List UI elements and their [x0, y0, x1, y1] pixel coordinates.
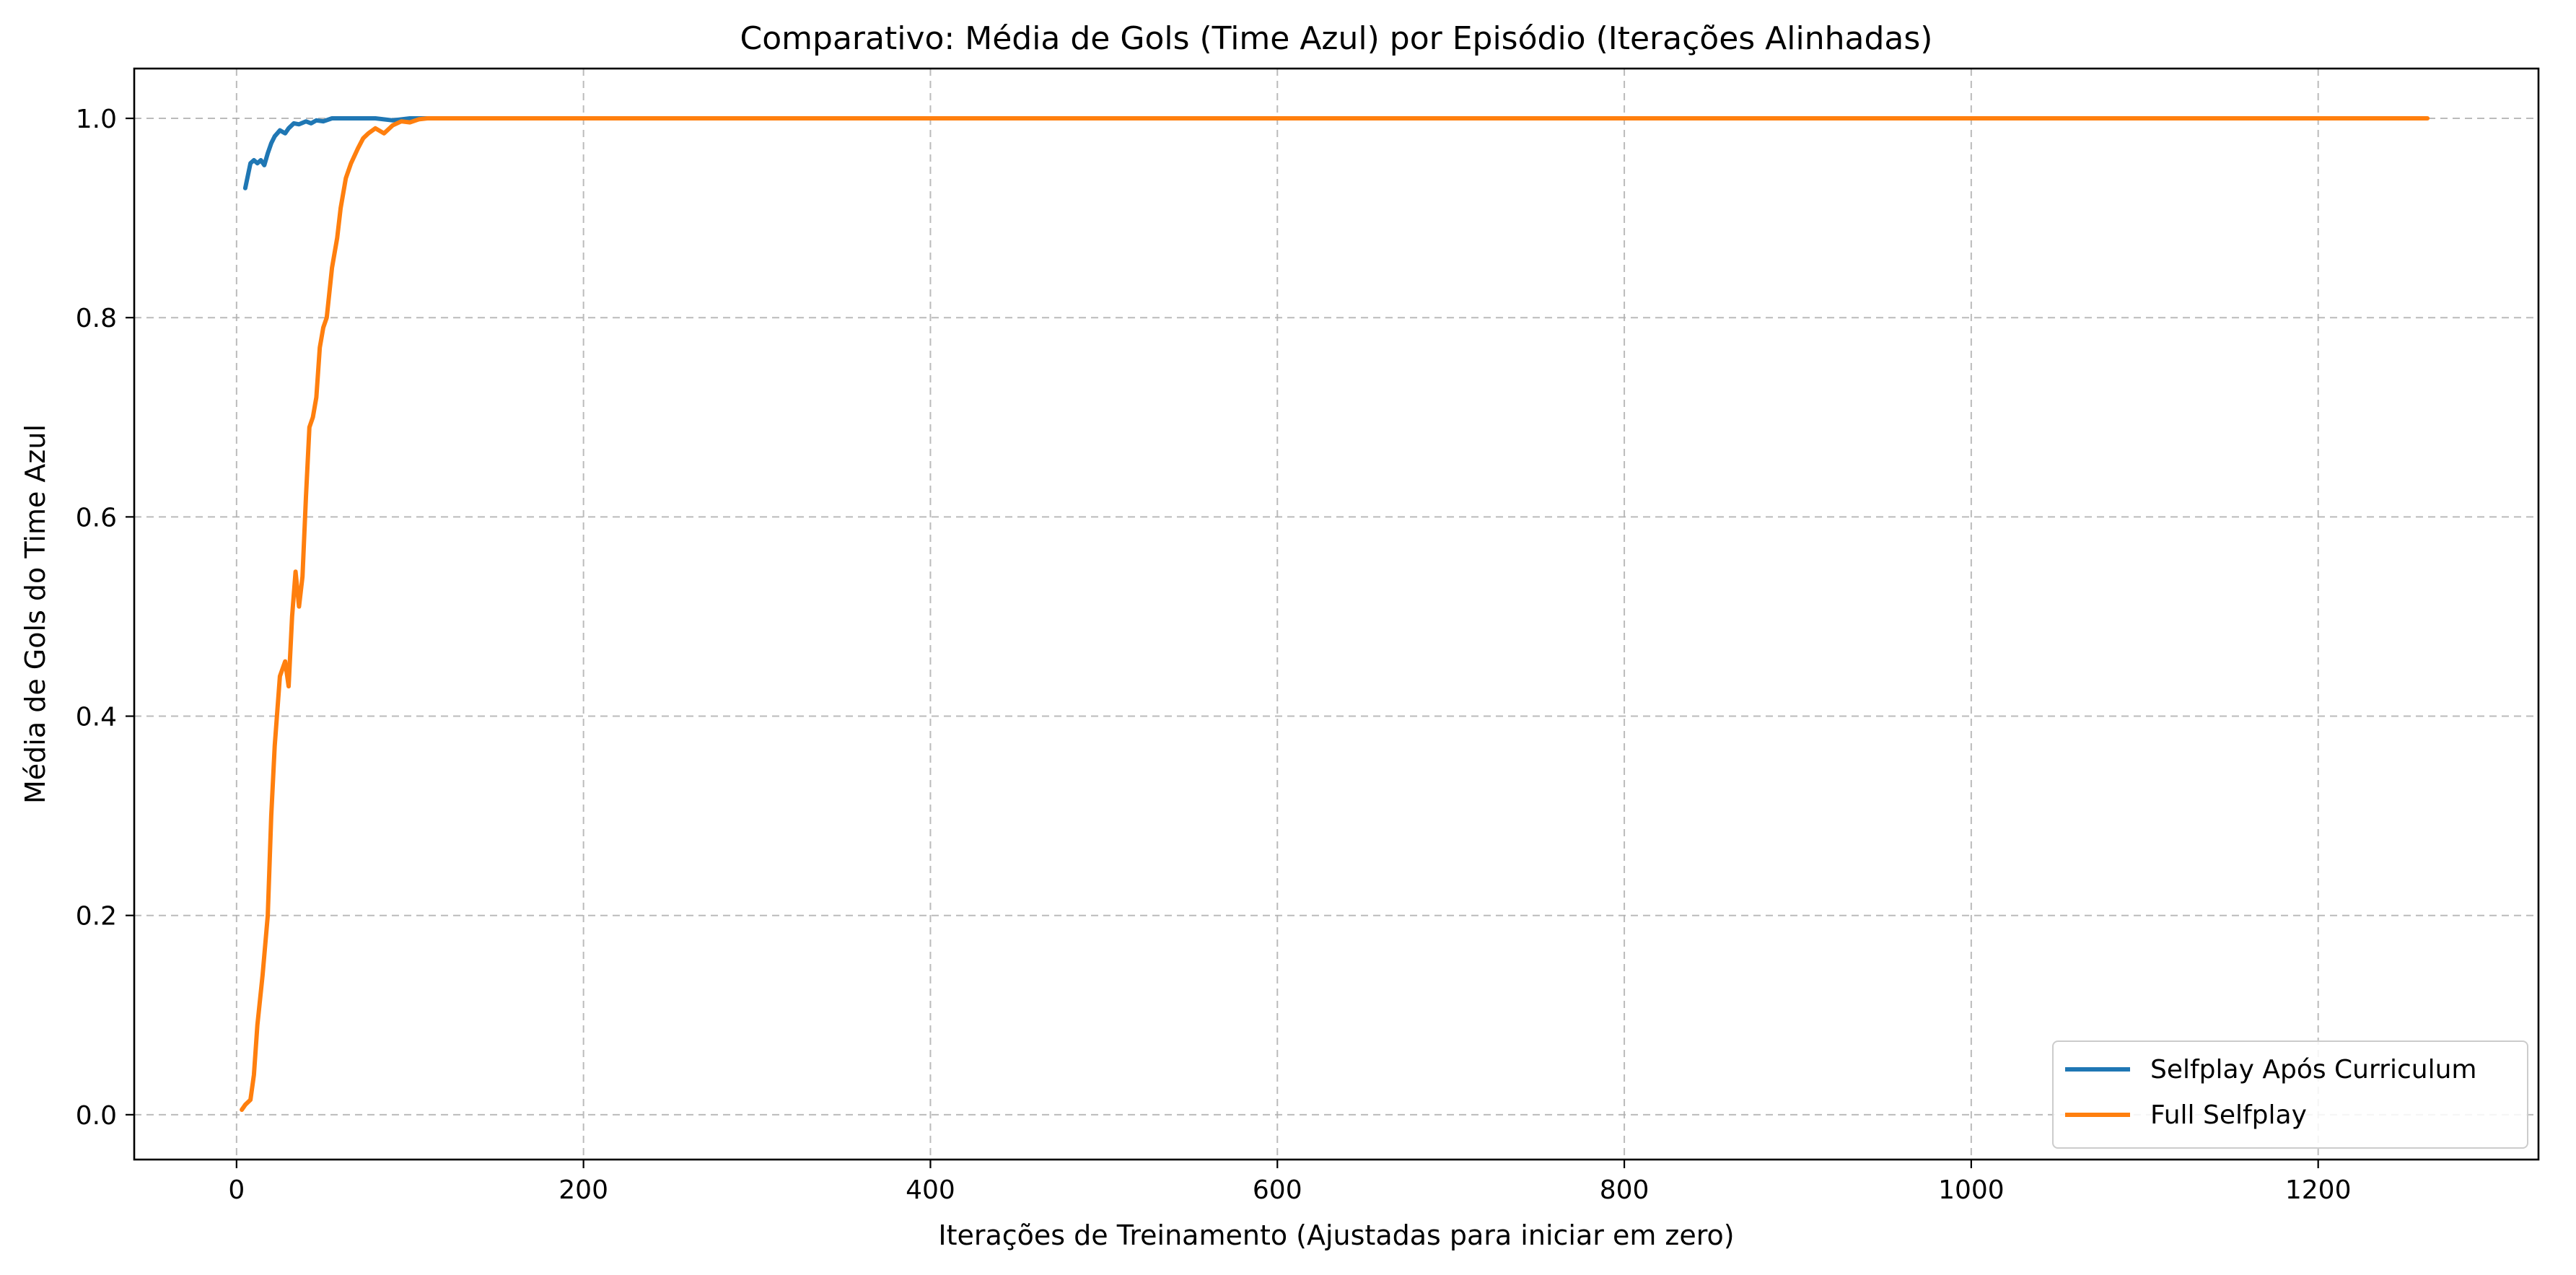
y-tick-label: 0.4: [76, 703, 117, 732]
y-tick-label: 0.8: [76, 304, 117, 333]
series-line-full-selfplay: [240, 116, 2430, 1112]
x-tick-label: 600: [1253, 1175, 1302, 1205]
y-axis-label: Média de Gols do Time Azul: [19, 424, 51, 804]
y-tick-label: 0.2: [76, 902, 117, 932]
x-axis-label: Iterações de Treinamento (Ajustadas para…: [938, 1219, 1734, 1251]
legend-label-selfplay-apos-curriculum: Selfplay Após Curriculum: [2150, 1055, 2476, 1085]
legend-box: [2052, 1040, 2528, 1149]
x-tick-label: 200: [558, 1175, 608, 1205]
legend-label-full-selfplay: Full Selfplay: [2150, 1100, 2307, 1130]
chart-title: Comparativo: Média de Gols (Time Azul) p…: [740, 20, 1933, 57]
x-tick-label: 0: [228, 1175, 245, 1205]
plot-frame: [133, 67, 2540, 1161]
y-tick-label: 0.0: [76, 1101, 117, 1131]
y-tick-label: 0.6: [76, 503, 117, 533]
x-tick-label: 800: [1600, 1175, 1650, 1205]
x-tick-label: 1200: [2285, 1175, 2352, 1205]
legend: Selfplay Após Curriculum Full Selfplay: [2052, 1040, 2528, 1149]
x-tick-label: 400: [906, 1175, 955, 1205]
x-tick-label: 1000: [1938, 1175, 2005, 1205]
y-tick-label: 1.0: [76, 105, 117, 134]
